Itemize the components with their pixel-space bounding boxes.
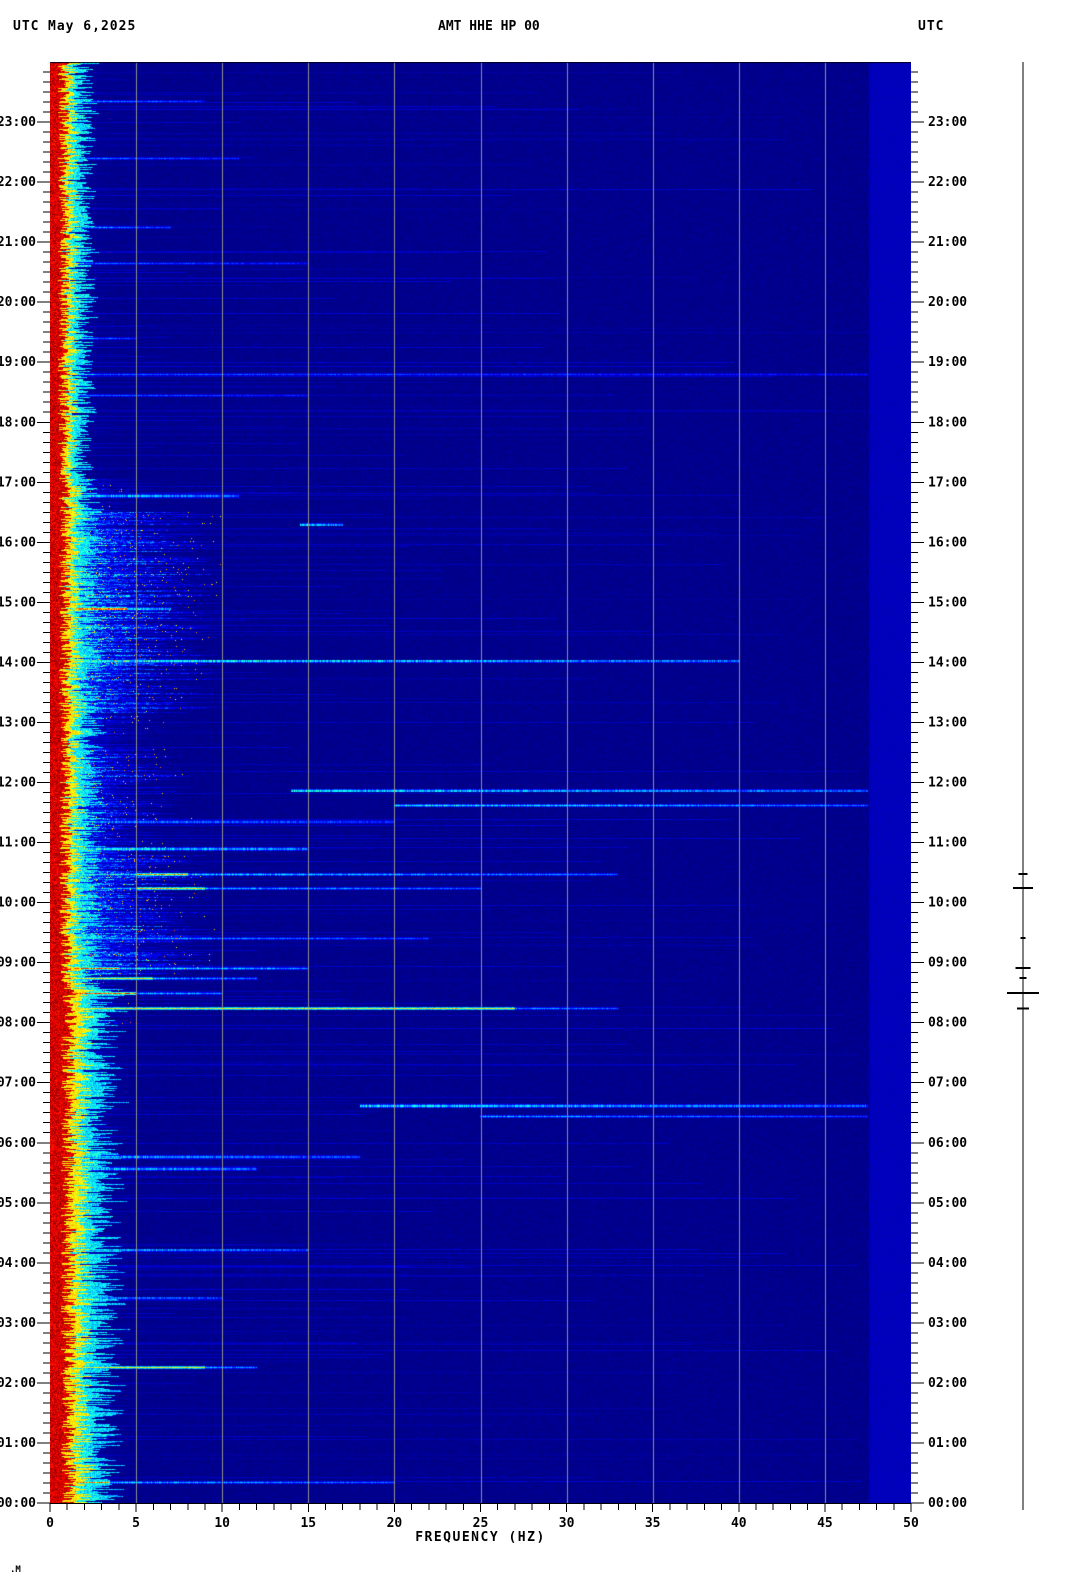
hour-label-left: 01:00 bbox=[0, 1436, 36, 1451]
hour-label-right: 20:00 bbox=[928, 295, 967, 310]
hour-label-left: 18:00 bbox=[0, 415, 36, 430]
hour-label-left: 09:00 bbox=[0, 956, 36, 971]
x-tick-label: 45 bbox=[817, 1516, 833, 1531]
x-tick-label: 10 bbox=[214, 1516, 230, 1531]
hour-label-right: 23:00 bbox=[928, 115, 967, 130]
hour-label-left: 14:00 bbox=[0, 655, 36, 670]
hour-label-left: 08:00 bbox=[0, 1016, 36, 1031]
x-tick-label: 5 bbox=[132, 1516, 140, 1531]
station-title: AMT HHE HP 00 bbox=[438, 19, 540, 34]
hour-label-right: 15:00 bbox=[928, 595, 967, 610]
hour-label-left: 21:00 bbox=[0, 235, 36, 250]
footer-glyph: .M bbox=[10, 1565, 21, 1575]
hour-label-left: 10:00 bbox=[0, 896, 36, 911]
hour-label-left: 02:00 bbox=[0, 1376, 36, 1391]
hour-label-right: 01:00 bbox=[928, 1436, 967, 1451]
x-tick-label: 20 bbox=[387, 1516, 403, 1531]
hour-label-right: 22:00 bbox=[928, 175, 967, 190]
header-date: May 6,2025 bbox=[48, 19, 137, 34]
hour-label-left: 23:00 bbox=[0, 115, 36, 130]
hour-label-left: 03:00 bbox=[0, 1316, 36, 1331]
x-tick-label: 15 bbox=[300, 1516, 316, 1531]
hour-label-left: 06:00 bbox=[0, 1136, 36, 1151]
hour-label-right: 16:00 bbox=[928, 535, 967, 550]
x-tick-label: 35 bbox=[645, 1516, 661, 1531]
hour-label-right: 12:00 bbox=[928, 776, 967, 791]
x-tick-label: 25 bbox=[473, 1516, 489, 1531]
x-tick-label: 30 bbox=[559, 1516, 575, 1531]
hour-label-right: 04:00 bbox=[928, 1256, 967, 1271]
x-axis-title: FREQUENCY (HZ) bbox=[415, 1530, 546, 1545]
hour-label-right: 02:00 bbox=[928, 1376, 967, 1391]
hour-label-left: 22:00 bbox=[0, 175, 36, 190]
hour-label-left: 07:00 bbox=[0, 1076, 36, 1091]
hour-label-left: 19:00 bbox=[0, 355, 36, 370]
x-tick-label: 40 bbox=[731, 1516, 747, 1531]
hour-label-right: 06:00 bbox=[928, 1136, 967, 1151]
x-tick-label: 0 bbox=[46, 1516, 54, 1531]
hour-label-left: 00:00 bbox=[0, 1496, 36, 1511]
hour-label-left: 12:00 bbox=[0, 776, 36, 791]
hour-label-right: 08:00 bbox=[928, 1016, 967, 1031]
hour-label-right: 10:00 bbox=[928, 896, 967, 911]
hour-label-left: 20:00 bbox=[0, 295, 36, 310]
hour-label-right: 18:00 bbox=[928, 415, 967, 430]
header-utc-left: UTC bbox=[13, 19, 40, 34]
hour-label-left: 11:00 bbox=[0, 836, 36, 851]
hour-label-right: 05:00 bbox=[928, 1196, 967, 1211]
hour-label-left: 05:00 bbox=[0, 1196, 36, 1211]
hour-label-right: 11:00 bbox=[928, 836, 967, 851]
hour-label-left: 04:00 bbox=[0, 1256, 36, 1271]
hour-label-right: 14:00 bbox=[928, 655, 967, 670]
hour-label-left: 15:00 bbox=[0, 595, 36, 610]
hour-label-right: 21:00 bbox=[928, 235, 967, 250]
hour-label-left: 13:00 bbox=[0, 715, 36, 730]
hour-label-left: 16:00 bbox=[0, 535, 36, 550]
hour-label-right: 03:00 bbox=[928, 1316, 967, 1331]
hour-label-right: 13:00 bbox=[928, 715, 967, 730]
header-utc-right: UTC bbox=[918, 19, 945, 34]
spectrogram-canvas bbox=[50, 62, 911, 1503]
hour-label-left: 17:00 bbox=[0, 475, 36, 490]
hour-label-right: 00:00 bbox=[928, 1496, 967, 1511]
hour-label-right: 19:00 bbox=[928, 355, 967, 370]
x-tick-label: 50 bbox=[903, 1516, 919, 1531]
hour-label-right: 17:00 bbox=[928, 475, 967, 490]
hour-label-right: 07:00 bbox=[928, 1076, 967, 1091]
hour-label-right: 09:00 bbox=[928, 956, 967, 971]
